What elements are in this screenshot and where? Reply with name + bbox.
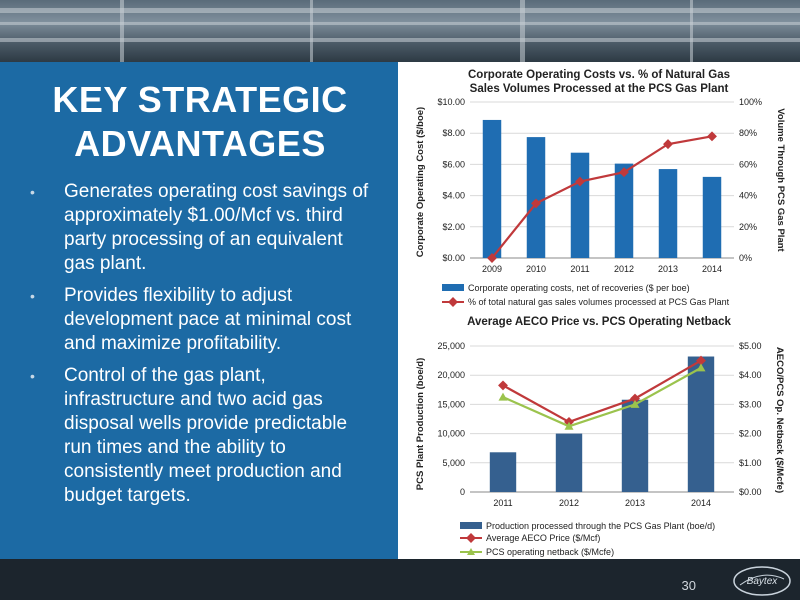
legend-swatch-marker xyxy=(466,533,476,543)
y2-tick-label: $4.00 xyxy=(739,370,762,380)
bullet-text: Control of the gas plant, infrastructure… xyxy=(64,365,348,506)
data-point xyxy=(630,399,640,408)
series-line xyxy=(502,359,702,424)
company-logo: Baytex xyxy=(733,566,791,596)
y-tick-label: 20,000 xyxy=(437,370,465,380)
x-tick-label: 2012 xyxy=(559,498,579,508)
bullet-text: Provides flexibility to adjust developme… xyxy=(64,285,352,354)
legend-swatch-bar xyxy=(460,522,482,529)
bullet-item: • Provides flexibility to adjust developm… xyxy=(30,284,375,356)
title-line-1: KEY STRATEGIC xyxy=(52,79,348,120)
legend-label: Corporate operating costs, net of recove… xyxy=(468,283,690,293)
data-point xyxy=(630,393,640,404)
y-tick-label: 5,000 xyxy=(442,458,465,468)
chart2-y2label: AECO/PCS Op. Netback ($/Mcfe) xyxy=(774,347,785,493)
data-point xyxy=(531,198,541,209)
bar xyxy=(482,119,502,258)
y2-tick-label: 0% xyxy=(739,253,752,263)
data-point xyxy=(696,363,706,372)
bar xyxy=(614,163,634,258)
y2-tick-label: $1.00 xyxy=(739,458,762,468)
y-tick-label: $8.00 xyxy=(442,128,465,138)
y2-tick-label: $5.00 xyxy=(739,341,762,351)
x-tick-label: 2009 xyxy=(482,264,502,274)
x-tick-label: 2013 xyxy=(625,498,645,508)
aeco-netback-chart: Average AECO Price vs. PCS Operating Net… xyxy=(415,316,785,557)
bullet-item: • Control of the gas plant, infrastructur… xyxy=(30,364,375,508)
x-tick-label: 2014 xyxy=(702,264,722,274)
data-point xyxy=(619,167,629,178)
y2-tick-label: 100% xyxy=(739,97,762,107)
bullet-item: • Generates operating cost savings of app… xyxy=(30,180,375,276)
y-tick-label: $2.00 xyxy=(442,222,465,232)
y2-tick-label: $3.00 xyxy=(739,399,762,409)
chart2-ylabel: PCS Plant Production (boe/d) xyxy=(415,358,426,490)
bar xyxy=(570,152,590,258)
chart1-title-line2: Sales Volumes Processed at the PCS Gas P… xyxy=(470,83,729,95)
title-line-2: ADVANTAGES xyxy=(74,123,326,164)
y2-tick-label: 20% xyxy=(739,222,757,232)
series-line xyxy=(491,135,713,259)
y-tick-label: 10,000 xyxy=(437,429,465,439)
chart1-title-line1: Corporate Operating Costs vs. % of Natur… xyxy=(468,69,730,81)
legend-swatch-bar xyxy=(442,284,464,291)
data-point xyxy=(663,139,673,150)
bar xyxy=(658,169,678,258)
bullet-text: Generates operating cost savings of appr… xyxy=(64,181,369,274)
y2-tick-label: 60% xyxy=(739,159,757,169)
header-banner-image xyxy=(0,0,800,62)
data-point xyxy=(575,176,585,187)
data-point xyxy=(498,392,508,401)
legend-label: % of total natural gas sales volumes pro… xyxy=(468,297,730,307)
bar xyxy=(489,452,517,492)
chart2-title: Average AECO Price vs. PCS Operating Net… xyxy=(467,316,731,328)
bullet-icon: • xyxy=(30,288,35,304)
data-point xyxy=(696,355,706,366)
chart1-ylabel: Corporate Operating Cost ($/boe) xyxy=(415,107,426,257)
page-number: 30 xyxy=(681,578,696,593)
y2-tick-label: $0.00 xyxy=(739,487,762,497)
y2-tick-label: 40% xyxy=(739,191,757,201)
legend-swatch-marker xyxy=(448,297,458,307)
bar xyxy=(555,433,583,492)
svg-text:Baytex: Baytex xyxy=(747,576,779,587)
y-tick-label: 15,000 xyxy=(437,399,465,409)
chart1-y2label: Volume Through PCS Gas Plant xyxy=(775,108,786,252)
series-line xyxy=(502,366,702,428)
bar xyxy=(621,399,649,492)
y-tick-label: $4.00 xyxy=(442,191,465,201)
data-point xyxy=(707,131,717,142)
x-tick-label: 2011 xyxy=(570,264,589,274)
legend-label: PCS operating netback ($/Mcfe) xyxy=(486,547,614,557)
y2-tick-label: $2.00 xyxy=(739,429,762,439)
footer-bar xyxy=(0,559,800,600)
y-tick-label: $10.00 xyxy=(437,97,465,107)
bar xyxy=(526,137,546,258)
bullet-list: • Generates operating cost savings of app… xyxy=(30,180,375,516)
bar xyxy=(702,176,722,258)
legend-swatch-marker xyxy=(467,548,475,555)
y-tick-label: $6.00 xyxy=(442,159,465,169)
x-tick-label: 2014 xyxy=(691,498,711,508)
data-point xyxy=(564,421,574,430)
left-content-panel xyxy=(0,62,398,559)
bullet-icon: • xyxy=(30,184,35,200)
slide-title: KEY STRATEGIC ADVANTAGES xyxy=(20,78,380,166)
y-tick-label: 25,000 xyxy=(437,341,465,351)
x-tick-label: 2011 xyxy=(493,498,512,508)
operating-cost-chart: Corporate Operating Costs vs. % of Natur… xyxy=(415,69,786,307)
y2-tick-label: 80% xyxy=(739,128,757,138)
y-tick-label: 0 xyxy=(460,487,465,497)
bullet-icon: • xyxy=(30,368,35,384)
legend-label: Average AECO Price ($/Mcf) xyxy=(486,533,600,543)
charts-panel: Corporate Operating Costs vs. % of Natur… xyxy=(398,62,800,559)
x-tick-label: 2013 xyxy=(658,264,678,274)
legend-label: Production processed through the PCS Gas… xyxy=(486,521,715,531)
y-tick-label: $0.00 xyxy=(442,253,465,263)
x-tick-label: 2010 xyxy=(526,264,546,274)
x-tick-label: 2012 xyxy=(614,264,634,274)
bar xyxy=(687,356,715,492)
data-point xyxy=(498,380,508,391)
